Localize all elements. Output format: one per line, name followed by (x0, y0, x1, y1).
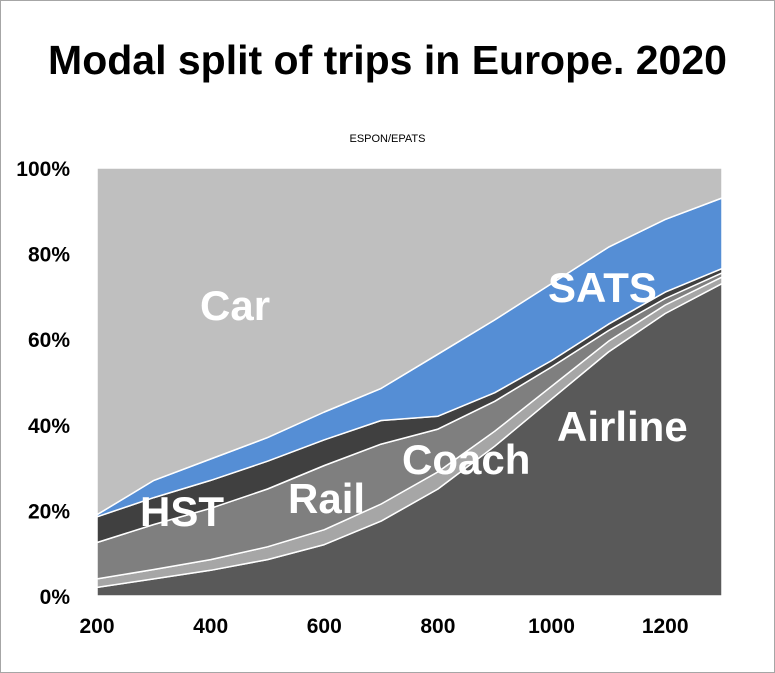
y-tick-label: 100% (16, 158, 70, 181)
area-car (96, 167, 723, 516)
area-layer (96, 167, 723, 597)
y-tick-label: 0% (40, 586, 71, 609)
x-tick-label: 400 (193, 615, 228, 638)
x-tick-label: 800 (420, 615, 455, 638)
area-label-sats: SATS (548, 264, 657, 311)
y-tick-label: 80% (28, 244, 70, 267)
area-label-car: Car (200, 282, 270, 329)
y-tick-label: 60% (28, 329, 70, 352)
area-label-coach: Coach (402, 436, 530, 483)
area-label-airline: Airline (557, 403, 688, 450)
x-tick-label: 200 (79, 615, 114, 638)
x-tick-label: 1200 (642, 615, 689, 638)
chart-subtitle: ESPON/EPATS (349, 133, 426, 145)
y-tick-label: 20% (28, 500, 70, 523)
x-tick-label: 600 (307, 615, 342, 638)
x-axis: 200 400 600 800 1000 1200 (79, 615, 688, 638)
area-labels: Car SATS HST Rail Coach Airline (140, 264, 688, 535)
area-label-hst: HST (140, 488, 224, 535)
chart-title: Modal split of trips in Europe. 2020 (48, 37, 727, 83)
y-axis: 0% 20% 40% 60% 80% 100% (16, 158, 70, 609)
area-label-rail: Rail (288, 475, 365, 522)
y-tick-label: 40% (28, 415, 70, 438)
x-tick-label: 1000 (528, 615, 575, 638)
